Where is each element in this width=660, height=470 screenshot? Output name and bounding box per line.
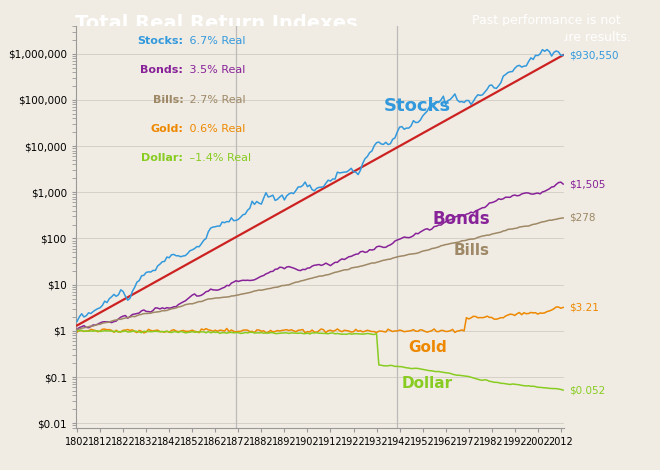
Text: 2.7% Real: 2.7% Real bbox=[186, 94, 246, 104]
Text: Past performance is not
indicative of future results.: Past performance is not indicative of fu… bbox=[463, 14, 631, 44]
Text: Bonds:: Bonds: bbox=[141, 65, 183, 75]
Text: Dollar:: Dollar: bbox=[141, 153, 183, 163]
Text: January 1802 – December 2013: January 1802 – December 2013 bbox=[117, 44, 315, 57]
Text: Bills: Bills bbox=[453, 243, 490, 258]
Text: Bonds: Bonds bbox=[433, 210, 490, 228]
Text: Bills:: Bills: bbox=[152, 94, 183, 104]
Text: Stocks:: Stocks: bbox=[137, 36, 183, 46]
Text: $1,505: $1,505 bbox=[569, 179, 605, 189]
Text: Dollar: Dollar bbox=[402, 376, 453, 391]
Text: Gold: Gold bbox=[408, 340, 447, 355]
Text: Stocks: Stocks bbox=[384, 97, 451, 115]
Text: 0.6% Real: 0.6% Real bbox=[186, 124, 245, 134]
Text: $278: $278 bbox=[569, 213, 595, 223]
Text: $930,550: $930,550 bbox=[569, 50, 618, 60]
Text: 3.5% Real: 3.5% Real bbox=[186, 65, 245, 75]
Text: –1.4% Real: –1.4% Real bbox=[186, 153, 251, 163]
Text: 6.7% Real: 6.7% Real bbox=[186, 36, 246, 46]
Text: Total Real Return Indexes: Total Real Return Indexes bbox=[75, 14, 358, 33]
Text: $3.21: $3.21 bbox=[569, 302, 599, 313]
Text: Gold:: Gold: bbox=[150, 124, 183, 134]
Text: $0.052: $0.052 bbox=[569, 385, 605, 395]
